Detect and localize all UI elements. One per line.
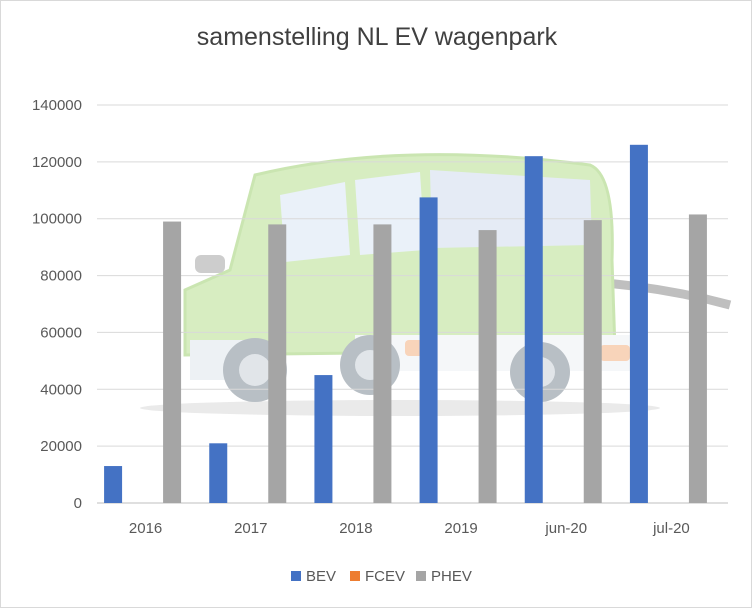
x-tick-label: 2017 xyxy=(234,520,267,537)
bar-phev-2017 xyxy=(268,224,287,503)
y-tick-label: 20000 xyxy=(40,438,82,455)
x-axis: 2016 2017 2018 2019 jun-20 jul-20 xyxy=(129,520,690,537)
legend-label-bev: BEV xyxy=(306,568,336,585)
bar-phev-2019 xyxy=(478,230,497,504)
legend-swatch-phev xyxy=(416,571,426,581)
chart-title: samenstelling NL EV wagenpark xyxy=(196,23,558,51)
bars xyxy=(104,144,707,504)
bar-bev-2018 xyxy=(314,375,333,503)
y-tick-label: 0 xyxy=(74,495,82,512)
bar-bev-2019 xyxy=(419,197,438,503)
bar-bev-jun-20 xyxy=(524,156,543,503)
y-tick-label: 120000 xyxy=(32,154,82,171)
bar-bev-2017 xyxy=(209,443,228,503)
y-tick-label: 60000 xyxy=(40,324,82,341)
bar-phev-2016 xyxy=(163,221,182,504)
bar-bev-2016 xyxy=(104,466,123,503)
x-tick-label: 2016 xyxy=(129,520,162,537)
y-axis: 0 20000 40000 60000 80000 100000 120000 140000 xyxy=(32,97,82,512)
bar-phev-jul-20 xyxy=(688,214,707,503)
bar-phev-jun-20 xyxy=(583,220,602,503)
legend: BEV FCEV PHEV xyxy=(291,568,472,585)
x-tick-label: jul-20 xyxy=(652,520,690,537)
y-tick-label: 80000 xyxy=(40,268,82,285)
x-tick-label: 2019 xyxy=(444,520,477,537)
y-tick-label: 40000 xyxy=(40,381,82,398)
legend-label-fcev: FCEV xyxy=(365,568,405,585)
bar-phev-2018 xyxy=(373,224,392,503)
y-tick-label: 140000 xyxy=(32,97,82,114)
x-tick-label: jun-20 xyxy=(544,520,587,537)
bar-bev-jul-20 xyxy=(629,144,648,504)
y-tick-label: 100000 xyxy=(32,211,82,228)
legend-swatch-bev xyxy=(291,571,301,581)
x-tick-label: 2018 xyxy=(339,520,372,537)
legend-swatch-fcev xyxy=(350,571,360,581)
gridlines xyxy=(97,104,728,504)
legend-label-phev: PHEV xyxy=(431,568,472,585)
van-illustration xyxy=(140,153,732,416)
